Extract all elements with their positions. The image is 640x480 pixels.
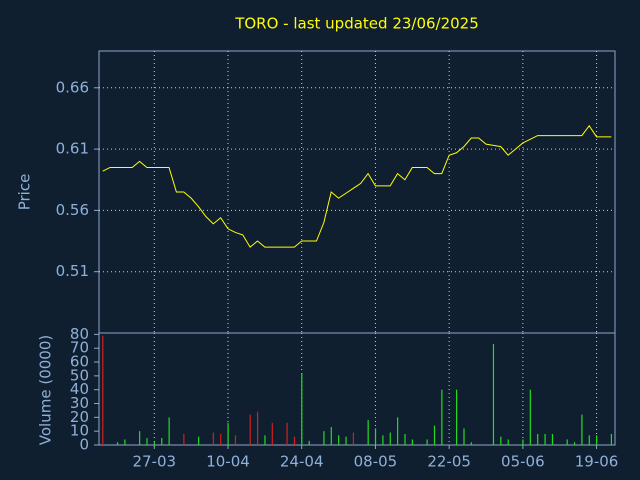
- volume-bar: [323, 431, 325, 445]
- volume-bar: [161, 438, 163, 445]
- volume-bar: [411, 439, 413, 445]
- volume-bar: [183, 433, 185, 445]
- volume-bar: [389, 432, 391, 445]
- volume-bar: [124, 439, 126, 445]
- y-tick-label: 0.51: [56, 262, 89, 280]
- price-line: [102, 124, 612, 248]
- volume-bar: [198, 436, 200, 445]
- volume-bar: [470, 442, 472, 445]
- y-tick-label: 0: [79, 436, 89, 454]
- volume-bar: [382, 435, 384, 445]
- volume-bar: [426, 439, 428, 445]
- y-tick-label: 40: [70, 380, 89, 398]
- y-axis-label: Price: [16, 174, 34, 211]
- volume-bar: [456, 389, 458, 445]
- y-tick-label: 0.56: [56, 201, 89, 219]
- volume-bar: [433, 425, 436, 445]
- x-tick-label: 22-05: [427, 453, 471, 471]
- x-tick-label: 24-04: [280, 453, 324, 471]
- volume-bar: [367, 420, 369, 445]
- x-tick-label: 19-06: [575, 453, 619, 471]
- volume-bar: [404, 433, 406, 445]
- chart-title: TORO - last updated 23/06/2025: [234, 15, 479, 33]
- volume-frame: [98, 332, 616, 446]
- x-tick-label: 08-05: [354, 453, 398, 471]
- volume-bar: [352, 432, 355, 445]
- y-axis-label: Volume (0000): [37, 335, 55, 445]
- volume-bar: [374, 428, 377, 445]
- volume-bar: [492, 344, 495, 445]
- volume-bar: [507, 439, 509, 445]
- volume-bar: [338, 435, 340, 445]
- volume-bar: [227, 422, 229, 445]
- volume-bar: [286, 422, 288, 445]
- x-tick-label: 10-04: [206, 453, 250, 471]
- volume-bar: [537, 433, 539, 445]
- volume-bar: [293, 436, 296, 445]
- y-tick-label: 30: [70, 394, 89, 412]
- volume-bar: [441, 389, 443, 445]
- volume-bar: [116, 442, 119, 445]
- y-tick-label: 60: [70, 353, 89, 371]
- volume-bar: [529, 389, 531, 445]
- volume-bar: [301, 373, 303, 445]
- volume-bar: [566, 439, 568, 445]
- volume-bar: [168, 417, 170, 445]
- volume-bar: [308, 440, 310, 445]
- volume-bar: [596, 435, 598, 445]
- y-tick-label: 0.61: [56, 140, 89, 158]
- volume-bar: [581, 414, 583, 445]
- volume-bar: [345, 436, 347, 445]
- volume-bar: [256, 411, 259, 445]
- x-tick-label: 27-03: [132, 453, 176, 471]
- y-tick-label: 50: [70, 366, 89, 384]
- y-tick-label: 0.66: [56, 78, 89, 96]
- volume-bar: [139, 431, 141, 445]
- volume-bar: [146, 438, 148, 445]
- volume-bar: [500, 436, 502, 445]
- volume-bar: [544, 433, 546, 445]
- volume-bar: [249, 414, 251, 445]
- volume-bar: [551, 433, 554, 445]
- volume-bar: [397, 417, 399, 445]
- y-tick-label: 80: [70, 325, 89, 343]
- volume-bar: [271, 422, 273, 445]
- volume-bar: [573, 442, 576, 445]
- y-tick-label: 10: [70, 422, 89, 440]
- volume-bar: [463, 428, 465, 445]
- volume-bar: [330, 427, 332, 445]
- volume-bar: [102, 335, 104, 445]
- volume-bar: [234, 435, 237, 445]
- volume-bar: [212, 432, 214, 445]
- volume-bar: [153, 442, 155, 445]
- volume-bar: [264, 435, 266, 445]
- y-tick-label: 70: [70, 339, 89, 357]
- volume-bar: [220, 433, 222, 445]
- volume-bar: [522, 439, 524, 445]
- volume-bar: [610, 433, 613, 445]
- volume-bar: [588, 435, 590, 445]
- x-tick-label: 05-06: [501, 453, 545, 471]
- y-tick-label: 20: [70, 408, 89, 426]
